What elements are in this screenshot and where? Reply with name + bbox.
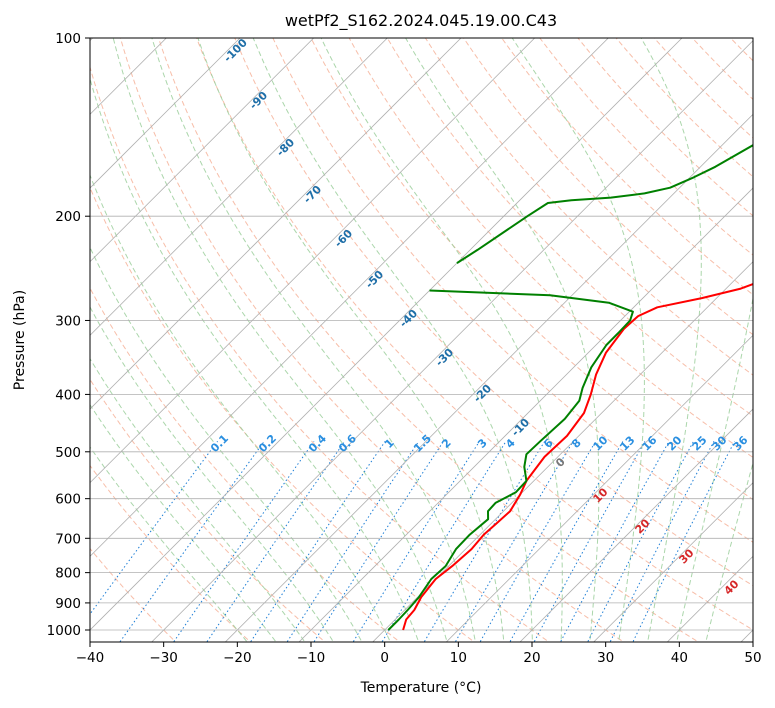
y-tick-label: 800 xyxy=(55,566,81,582)
y-tick-label: 400 xyxy=(55,387,81,403)
isotherm-line xyxy=(90,38,683,631)
moist-adiabat-line xyxy=(705,461,753,642)
moist-adiabat-line xyxy=(151,38,476,642)
dewpoint-profile xyxy=(456,144,753,264)
x-tick-label: −10 xyxy=(297,650,326,666)
mixing-ratio-line xyxy=(559,441,670,642)
isotherm-line xyxy=(90,38,241,189)
moist-adiabat-line xyxy=(90,173,391,642)
profile-series xyxy=(387,144,753,631)
mixing-ratio-line xyxy=(609,441,715,642)
moist-adiabat-line xyxy=(112,38,448,642)
y-tick-label: 900 xyxy=(55,596,81,612)
y-tick-label: 500 xyxy=(55,445,81,461)
dry-adiabat-line xyxy=(310,38,753,501)
isotherm-line xyxy=(90,38,315,263)
moist-adiabat-line xyxy=(90,246,363,642)
y-tick-label: 200 xyxy=(55,209,81,225)
dry-adiabat-line xyxy=(272,38,753,543)
y-axis-ticks: 100 200 300 400 500 600 700 800 900 1000 xyxy=(47,31,90,639)
mixing-ratio-line xyxy=(381,441,507,642)
isotherm-line xyxy=(90,38,609,557)
moist-adiabat-line xyxy=(197,38,505,642)
y-tick-label: 1000 xyxy=(47,623,81,639)
y-tick-label: 100 xyxy=(55,31,81,47)
isotherm-line xyxy=(90,38,388,336)
isotherms xyxy=(90,38,753,642)
y-tick-label: 700 xyxy=(55,531,81,547)
x-axis-ticks: −40 −30 −20 −10 0 10 20 30 40 50 xyxy=(76,642,762,666)
moist-adiabat-line xyxy=(320,38,563,642)
y-tick-label: 600 xyxy=(55,492,81,508)
isotherm-line xyxy=(224,113,753,642)
x-axis-label: Temperature (°C) xyxy=(360,680,482,696)
moist-adiabat-line xyxy=(90,76,420,642)
moist-adiabat-line xyxy=(511,38,645,642)
dry-adiabat-line xyxy=(463,38,753,336)
moist-adiabat-line xyxy=(90,306,335,642)
y-tick-label: 300 xyxy=(55,313,81,329)
x-tick-label: 10 xyxy=(450,650,467,666)
dry-adiabat-line xyxy=(234,38,753,587)
dry-adiabat-line xyxy=(90,186,476,642)
x-tick-label: −40 xyxy=(76,650,105,666)
mixing-ratio-line xyxy=(313,441,444,642)
x-tick-label: 0 xyxy=(380,650,389,666)
moist-adiabat-line xyxy=(640,38,702,642)
moist-adiabat-line xyxy=(90,357,306,642)
isotherm-line xyxy=(151,40,753,642)
x-tick-label: −20 xyxy=(223,650,252,666)
dry-adiabat-line xyxy=(424,38,753,376)
mixing-ratio-line xyxy=(352,441,480,642)
dry-adiabat-line xyxy=(157,38,700,642)
mixing-ratio-line xyxy=(423,441,546,642)
isotherm-line xyxy=(90,38,536,484)
x-tick-label: −30 xyxy=(149,650,178,666)
mixing-ratio-line xyxy=(119,441,265,642)
moist-adiabat-line xyxy=(90,446,248,642)
x-tick-label: 50 xyxy=(744,650,761,666)
dewpoint-profile xyxy=(387,289,634,631)
moist-adiabats xyxy=(90,38,753,642)
dry-adiabat-line xyxy=(348,38,753,459)
x-tick-label: 20 xyxy=(523,650,540,666)
mixing-ratio-line xyxy=(286,441,420,642)
isotherm-line xyxy=(298,187,753,642)
isotherm-line xyxy=(372,261,753,642)
isotherm-line xyxy=(593,482,753,642)
moist-adiabat-line xyxy=(90,403,277,642)
isotherm-line xyxy=(90,38,462,410)
plot-area: -100-90-80-70-60-50-40-30-20-10 01020304… xyxy=(90,38,753,642)
isobars xyxy=(90,38,753,631)
temperature-profile xyxy=(402,283,753,631)
x-tick-label: 30 xyxy=(597,650,614,666)
moist-adiabat-line xyxy=(676,295,753,642)
moist-adiabat-line xyxy=(405,38,600,642)
x-tick-label: 40 xyxy=(671,650,688,666)
isotherm-line xyxy=(519,408,753,642)
y-axis-label: Pressure (hPa) xyxy=(12,290,28,390)
mixing-ratio-line xyxy=(249,441,386,642)
isotherm-line xyxy=(445,334,753,642)
chart-title: wetPf2_S162.2024.045.19.00.C43 xyxy=(285,11,557,31)
mixing-ratio-line xyxy=(587,441,695,642)
plot-frame xyxy=(89,37,754,643)
mixing-ratio-line xyxy=(479,441,597,642)
mixing-ratio-line xyxy=(533,441,646,642)
